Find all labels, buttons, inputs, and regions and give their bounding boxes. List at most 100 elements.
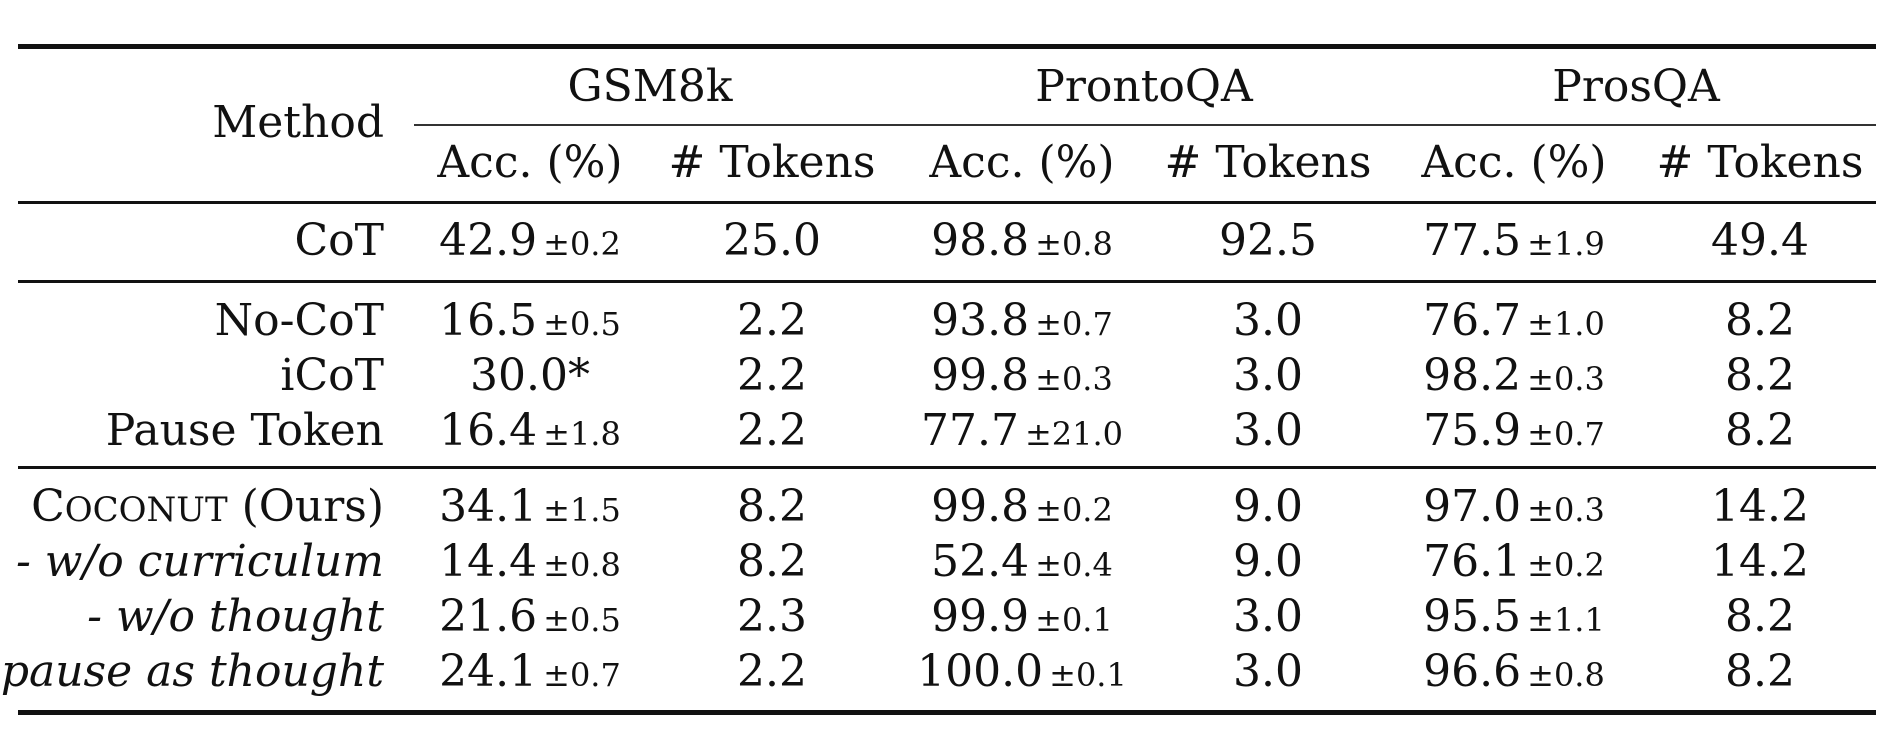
method-label: CoT <box>294 215 384 266</box>
cell-value: 99.8 <box>931 481 1030 532</box>
table-cell: 14.2 <box>1711 537 1809 587</box>
table-cell: 8.2 <box>1725 296 1795 346</box>
cell-value: 8.2 <box>1725 646 1795 697</box>
section-rule-1 <box>18 280 1876 283</box>
cell-stddev: ±0.4 <box>1035 546 1113 584</box>
table-cell: 98.8 ±0.8 <box>931 216 1113 269</box>
cell-value: 8.2 <box>737 481 807 532</box>
cell-stddev: ±0.1 <box>1035 601 1113 639</box>
column-header: Acc. (%) <box>437 137 623 188</box>
bottom-rule <box>18 710 1876 715</box>
cell-value: 21.6 <box>439 591 538 642</box>
cell-value: 3.0 <box>1233 405 1303 456</box>
cell-value: 24.1 <box>439 646 538 697</box>
cell-value: 99.9 <box>931 591 1030 642</box>
table-cell: 8.2 <box>1725 406 1795 456</box>
table-cell: 16.5 ±0.5 <box>439 296 621 349</box>
table-cell: 76.1 ±0.2 <box>1423 537 1605 590</box>
cell-stddev: ±0.3 <box>1035 360 1113 398</box>
cell-value: 34.1 <box>439 481 538 532</box>
table-cell: 21.6 ±0.5 <box>439 592 621 645</box>
method-label: No-CoT <box>214 295 384 346</box>
method-label: - w/o thought <box>87 591 384 642</box>
column-header: # Tokens <box>668 137 876 188</box>
table-cell: 3.0 <box>1233 592 1303 642</box>
cell-value: 98.2 <box>1423 350 1522 401</box>
table-cell: 24.1 ±0.7 <box>439 647 621 700</box>
cell-value: 8.2 <box>737 536 807 587</box>
cell-value: 92.5 <box>1219 215 1317 266</box>
table-cell: 49.4 <box>1711 216 1809 266</box>
method-label: - w/o curriculum <box>15 536 384 587</box>
method-suffix: (Ours) <box>227 481 384 532</box>
table-cell: 3.0 <box>1233 296 1303 346</box>
cell-value: 8.2 <box>1725 591 1795 642</box>
cell-value: 30.0* <box>470 350 590 401</box>
dataset-header-prosqa: ProsQA <box>1552 61 1720 112</box>
table-cell: 98.2 ±0.3 <box>1423 351 1605 404</box>
cell-value: 76.1 <box>1423 536 1522 587</box>
table-cell: 9.0 <box>1233 482 1303 532</box>
cell-value: 14.2 <box>1711 536 1809 587</box>
table-cell: 96.6 ±0.8 <box>1423 647 1605 700</box>
table-cell: 77.5 ±1.9 <box>1423 216 1605 269</box>
cell-value: 16.5 <box>439 295 538 346</box>
section-rule-2 <box>18 466 1876 469</box>
cell-stddev: ±0.7 <box>1035 305 1113 343</box>
method-label: iCoT <box>280 350 384 401</box>
cell-value: 77.5 <box>1423 215 1522 266</box>
table-cell: 52.4 ±0.4 <box>931 537 1113 590</box>
table-cell: 75.9 ±0.7 <box>1423 406 1605 459</box>
table-cell: 100.0 ±0.1 <box>917 647 1127 700</box>
table-cell: 8.2 <box>1725 351 1795 401</box>
cell-value: 3.0 <box>1233 591 1303 642</box>
cell-value: 77.7 <box>920 405 1019 456</box>
cell-stddev: ±0.8 <box>1035 225 1113 263</box>
cell-value: 2.2 <box>737 295 807 346</box>
table-cell: 99.8 ±0.3 <box>931 351 1113 404</box>
cell-value: 95.5 <box>1423 591 1522 642</box>
cell-value: 14.2 <box>1711 481 1809 532</box>
cell-value: 2.2 <box>737 646 807 697</box>
method-name-first: C <box>31 481 65 532</box>
cell-value: 97.0 <box>1423 481 1522 532</box>
dataset-underline <box>414 124 1876 126</box>
column-header: # Tokens <box>1164 137 1372 188</box>
table-cell: 14.4 ±0.8 <box>439 537 621 590</box>
table-cell: 8.2 <box>737 482 807 532</box>
cell-stddev: ±1.5 <box>543 491 621 529</box>
cell-stddev: ±1.9 <box>1527 225 1605 263</box>
table-cell: 77.7 ±21.0 <box>921 406 1123 459</box>
cell-value: 100.0 <box>917 646 1044 697</box>
cell-stddev: ±0.7 <box>543 656 621 694</box>
header-rule <box>18 201 1876 204</box>
cell-value: 8.2 <box>1725 405 1795 456</box>
cell-value: 3.0 <box>1233 646 1303 697</box>
method-header: Method <box>212 97 384 148</box>
top-rule <box>18 44 1876 49</box>
table-cell: 8.2 <box>1725 592 1795 642</box>
cell-value: 9.0 <box>1233 481 1303 532</box>
cell-value: 98.8 <box>931 215 1030 266</box>
method-name-rest: OCONUT <box>64 490 228 530</box>
table-cell: 42.9 ±0.2 <box>439 216 621 269</box>
cell-value: 8.2 <box>1725 350 1795 401</box>
cell-value: 93.8 <box>931 295 1030 346</box>
table-cell: 14.2 <box>1711 482 1809 532</box>
dataset-header-gsm8k: GSM8k <box>567 61 733 112</box>
table-cell: 99.8 ±0.2 <box>931 482 1113 535</box>
table-cell: 99.9 ±0.1 <box>931 592 1113 645</box>
table-cell: 2.2 <box>737 406 807 456</box>
method-label: COCONUT (Ours) <box>31 482 384 535</box>
cell-value: 8.2 <box>1725 295 1795 346</box>
table-cell: 25.0 <box>723 216 821 266</box>
cell-stddev: ±0.2 <box>543 225 621 263</box>
table-cell: 97.0 ±0.3 <box>1423 482 1605 535</box>
cell-value: 2.2 <box>737 405 807 456</box>
table-cell: 8.2 <box>737 537 807 587</box>
cell-value: 25.0 <box>723 215 821 266</box>
cell-stddev: ±0.5 <box>543 601 621 639</box>
cell-stddev: ±0.3 <box>1527 491 1605 529</box>
cell-stddev: ±0.7 <box>1527 415 1605 453</box>
cell-value: 75.9 <box>1423 405 1522 456</box>
